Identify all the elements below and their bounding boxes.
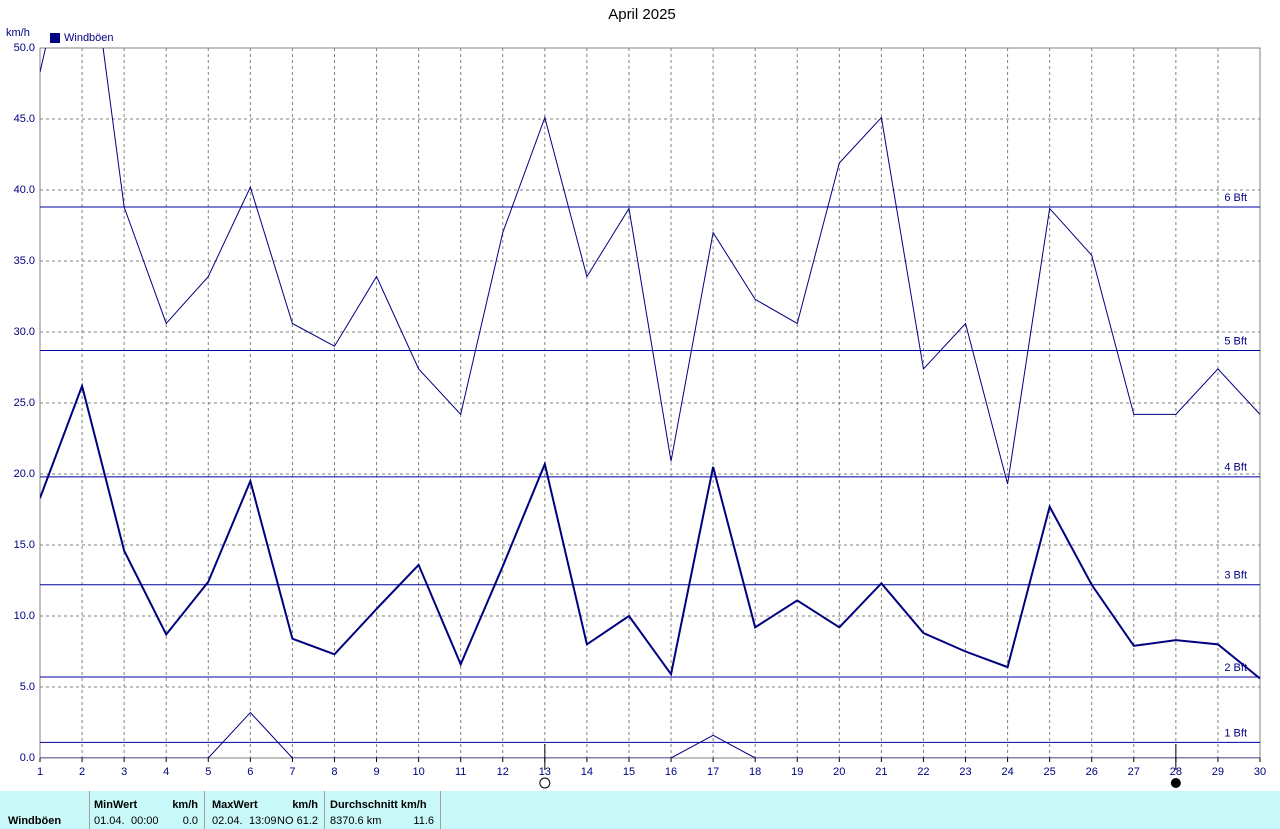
x-tick-label: 22 <box>917 766 929 778</box>
plot-area <box>40 48 1260 758</box>
x-tick-label: 27 <box>1128 766 1140 778</box>
x-tick-label: 16 <box>665 766 677 778</box>
direction: NO <box>277 815 294 827</box>
time: 00:00 <box>131 815 159 827</box>
x-tick-label: 23 <box>959 766 971 778</box>
x-tick-label: 20 <box>833 766 845 778</box>
value: 11.6 <box>413 815 434 827</box>
x-tick-label: 15 <box>623 766 635 778</box>
unit: km/h <box>292 799 318 811</box>
x-tick-label: 13 <box>539 766 551 778</box>
y-tick-label: 5.0 <box>20 681 35 693</box>
chart-title: April 2025 <box>608 6 676 23</box>
distance: 8370.6 km <box>330 815 382 827</box>
reference-label: 2 Bft <box>1224 662 1247 674</box>
y-tick-label: 10.0 <box>14 610 35 622</box>
x-tick-label: 25 <box>1044 766 1056 778</box>
x-tick-label: 21 <box>875 766 887 778</box>
x-tick-label: 24 <box>1001 766 1013 778</box>
summary-cell: MaxWert km/h 02.04. 13:09 NO 61.2 <box>205 791 325 829</box>
y-tick-label: 35.0 <box>14 255 35 267</box>
x-tick-label: 9 <box>373 766 379 778</box>
full-moon <box>539 777 551 789</box>
x-tick-label: 1 <box>37 766 43 778</box>
header: MinWert <box>94 799 138 811</box>
x-tick-label: 14 <box>581 766 593 778</box>
reference-label: 4 Bft <box>1224 462 1247 474</box>
reference-label: 6 Bft <box>1224 192 1247 204</box>
grid <box>39 47 1261 759</box>
labels: 0.0 5.0 10.0 15.0 20.0 25.0 30.0 35.0 40.0 45.0 50… <box>14 32 1266 789</box>
series-line <box>40 48 1260 485</box>
time: 13:09 <box>249 815 277 827</box>
row-label: Windböen <box>8 815 62 827</box>
reference-label: 5 Bft <box>1224 335 1247 347</box>
chart: April 2025 km/h 0.0 5.0 10.0 15.0 20.0 25.0 30… <box>6 6 1266 789</box>
x-tick-label: 2 <box>79 766 85 778</box>
summary-cell: Windböen <box>0 791 90 829</box>
series-line <box>40 711 1260 758</box>
y-unit: km/h <box>6 27 30 39</box>
y-tick-label: 40.0 <box>14 184 35 196</box>
x-tick-label: 3 <box>121 766 127 778</box>
reference-label: 3 Bft <box>1224 570 1247 582</box>
x-tick-label: 17 <box>707 766 719 778</box>
x-tick-label: 19 <box>791 766 803 778</box>
reference-label: 1 Bft <box>1224 727 1247 739</box>
y-tick-label: 0.0 <box>20 752 35 764</box>
x-tick-label: 29 <box>1212 766 1224 778</box>
header: MaxWert <box>212 799 258 811</box>
y-tick-label: 30.0 <box>14 326 35 338</box>
date: 01.04. <box>94 815 125 827</box>
summary-cell: MinWert km/h 01.04. 00:00 0.0 <box>90 791 205 829</box>
x-tick-label: 4 <box>163 766 169 778</box>
x-tick-label: 6 <box>247 766 253 778</box>
summary-cell: Durchschnitt km/h 8370.6 km 11.6 <box>325 791 441 829</box>
summary-table: Windböen MinWert km/h 01.04. 00:00 0.0 M… <box>0 791 1280 829</box>
new-moon <box>1170 778 1181 788</box>
legend-swatch <box>50 33 60 43</box>
x-tick-label: 11 <box>455 766 466 778</box>
x-tick-label: 5 <box>205 766 211 778</box>
x-tick-label: 8 <box>331 766 337 778</box>
unit: km/h <box>172 799 198 811</box>
x-tick-label: 30 <box>1254 766 1266 778</box>
y-tick-label: 20.0 <box>14 468 35 480</box>
series-line <box>40 382 1260 680</box>
x-tick-label: 18 <box>749 766 761 778</box>
x-tick-label: 28 <box>1170 766 1182 778</box>
x-tick-label: 26 <box>1086 766 1098 778</box>
x-tick-label: 7 <box>289 766 295 778</box>
value: 61.2 <box>296 815 318 827</box>
header: Durchschnitt km/h <box>330 799 427 811</box>
x-tick-label: 10 <box>412 766 424 778</box>
date: 02.04. <box>212 815 243 827</box>
x-tick-label: 12 <box>497 766 509 778</box>
y-tick-label: 45.0 <box>14 113 35 125</box>
y-tick-label: 50.0 <box>14 42 35 54</box>
y-tick-label: 15.0 <box>14 539 35 551</box>
value: 0.0 <box>182 815 198 827</box>
y-tick-label: 25.0 <box>14 397 35 409</box>
legend-label: Windböen <box>64 32 114 44</box>
